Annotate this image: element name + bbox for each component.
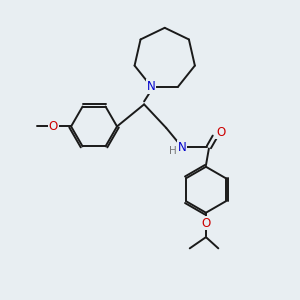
Text: N: N: [147, 80, 156, 93]
Text: O: O: [216, 126, 225, 139]
Text: N: N: [178, 141, 187, 154]
Text: H: H: [169, 146, 177, 157]
Text: O: O: [201, 217, 211, 230]
Text: O: O: [49, 120, 58, 133]
